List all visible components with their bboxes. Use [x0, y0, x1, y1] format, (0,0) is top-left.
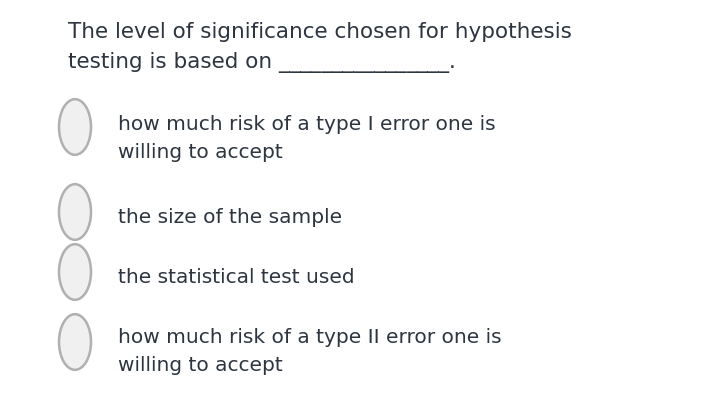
Ellipse shape — [59, 185, 91, 240]
Ellipse shape — [59, 244, 91, 300]
Text: testing is based on ________________.: testing is based on ________________. — [68, 52, 456, 73]
Text: The level of significance chosen for hypothesis: The level of significance chosen for hyp… — [68, 22, 572, 42]
Text: how much risk of a type I error one is: how much risk of a type I error one is — [118, 115, 495, 134]
Text: the size of the sample: the size of the sample — [118, 207, 342, 226]
Text: willing to accept: willing to accept — [118, 355, 283, 374]
Ellipse shape — [59, 314, 91, 370]
Text: the statistical test used: the statistical test used — [118, 267, 355, 286]
Ellipse shape — [59, 100, 91, 155]
Text: how much risk of a type II error one is: how much risk of a type II error one is — [118, 327, 502, 346]
Text: willing to accept: willing to accept — [118, 142, 283, 161]
